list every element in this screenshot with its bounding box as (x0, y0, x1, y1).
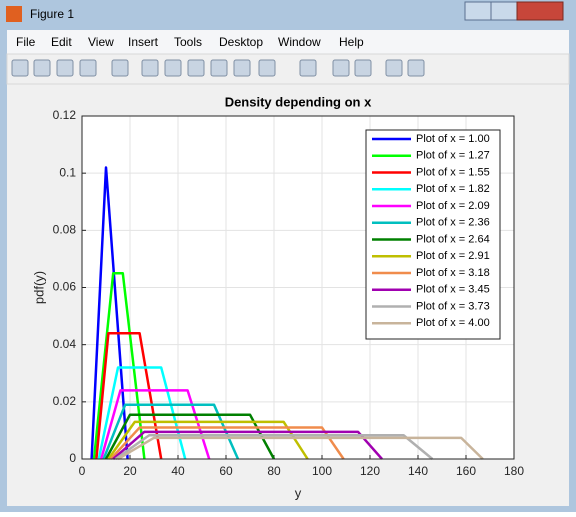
menu-item[interactable]: Desktop (219, 35, 263, 49)
y-tick-label: 0.08 (53, 223, 77, 237)
maximize-button[interactable] (490, 1, 518, 21)
y-tick-label: 0.12 (53, 108, 77, 122)
series-line (112, 430, 383, 460)
tool-button[interactable] (79, 59, 97, 77)
tool-button[interactable] (187, 59, 205, 77)
toolbar (6, 53, 570, 85)
tool-button[interactable] (299, 59, 317, 77)
legend-label: Plot of x = 1.27 (416, 150, 490, 162)
y-tick-label: 0.02 (53, 394, 77, 408)
axes-box (81, 115, 515, 460)
x-tick-label: 20 (123, 464, 137, 478)
menu-item[interactable]: Help (339, 35, 364, 49)
y-tick-label: 0.06 (53, 280, 77, 294)
legend-label: Plot of x = 2.09 (416, 200, 490, 212)
menu-item[interactable]: Insert (128, 35, 159, 49)
x-tick-label: 140 (408, 464, 428, 478)
legend-label: Plot of x = 1.00 (416, 133, 490, 145)
y-axis-label: pdf(y) (31, 271, 46, 304)
series-line (114, 434, 434, 461)
y-tick-label: 0 (69, 451, 76, 465)
legend-label: Plot of x = 2.64 (416, 233, 490, 245)
series-line (92, 271, 146, 460)
series-line (97, 366, 187, 460)
tool-button[interactable] (258, 59, 276, 77)
x-tick-label: 0 (79, 464, 86, 478)
minimize-button[interactable] (464, 1, 492, 21)
legend-label: Plot of x = 4.00 (416, 317, 490, 329)
tool-button[interactable] (11, 59, 29, 77)
menu-item[interactable]: View (88, 35, 114, 49)
series-line (117, 436, 484, 461)
legend-label: Plot of x = 2.36 (416, 217, 490, 229)
close-button[interactable] (516, 1, 564, 21)
x-tick-label: 180 (504, 464, 524, 478)
series-line (109, 426, 345, 460)
tool-button[interactable] (210, 59, 228, 77)
tool-button[interactable] (407, 59, 425, 77)
legend-label: Plot of x = 2.91 (416, 250, 490, 262)
chart-title: Density depending on x (225, 94, 372, 109)
series-line (90, 166, 129, 460)
tool-button[interactable] (56, 59, 74, 77)
x-axis-label: y (295, 485, 302, 500)
x-tick-label: 160 (456, 464, 476, 478)
tool-button[interactable] (233, 59, 251, 77)
x-tick-label: 80 (267, 464, 281, 478)
series-line (107, 420, 309, 460)
x-tick-label: 100 (312, 464, 332, 478)
legend-label: Plot of x = 1.82 (416, 183, 490, 195)
y-tick-label: 0.1 (59, 165, 76, 179)
menu-bar (7, 30, 569, 54)
menu-item[interactable]: Window (278, 35, 321, 49)
x-tick-label: 60 (219, 464, 233, 478)
legend-label: Plot of x = 3.73 (416, 300, 490, 312)
plot: 0 20 40 60 80 100 120 140 160 180 0 0.02 0.04 0.06 0.0… (31, 94, 524, 500)
app-icon (6, 6, 22, 22)
tool-button[interactable] (164, 59, 182, 77)
tool-button[interactable] (141, 59, 159, 77)
menu-item[interactable]: File (16, 35, 36, 49)
tool-button[interactable] (332, 59, 350, 77)
legend-label: Plot of x = 3.45 (416, 284, 490, 296)
tool-button[interactable] (33, 59, 51, 77)
window-title: Figure 1 (30, 7, 74, 21)
series-line (99, 389, 211, 460)
x-tick-label: 40 (171, 464, 185, 478)
legend-label: Plot of x = 1.55 (416, 166, 490, 178)
toolbar-icons (11, 59, 425, 77)
x-tick-label: 120 (360, 464, 380, 478)
tool-button[interactable] (111, 59, 129, 77)
tool-button[interactable] (385, 59, 403, 77)
menu-item[interactable]: Edit (51, 35, 72, 49)
series-line (95, 331, 163, 460)
y-tick-label: 0.04 (53, 337, 77, 351)
menu-item[interactable]: Tools (174, 35, 202, 49)
legend-box (365, 129, 501, 340)
legend-label: Plot of x = 3.18 (416, 267, 490, 279)
tool-button[interactable] (354, 59, 372, 77)
